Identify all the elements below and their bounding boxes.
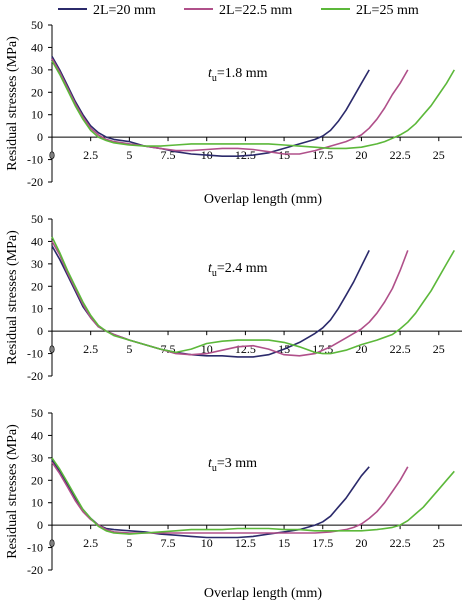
y-tick-label: -20 <box>27 563 43 577</box>
x-tick-label: 2.5 <box>83 536 98 550</box>
x-tick-label: 12.5 <box>235 536 256 550</box>
panel-label-main: t <box>208 261 213 276</box>
y-tick-label: 0 <box>37 130 43 144</box>
y-tick-label: 30 <box>31 257 43 271</box>
panel-label: tu=3 mm <box>208 456 257 474</box>
x-tick-label: 0 <box>49 342 55 356</box>
chart-panel-3: -20 -10 0 10 20 30 40 50 0 2.5 5 7.5 10 12.5 15 17.5 20 2… <box>5 406 462 601</box>
legend-label-2l-25: 2L=25 mm <box>356 3 419 18</box>
y-tick-label: 30 <box>31 63 43 77</box>
x-tick-label: 2.5 <box>83 148 98 162</box>
x-tick-label: 25 <box>433 342 445 356</box>
x-tick-label: 25 <box>433 536 445 550</box>
y-tick-label: -20 <box>27 175 43 189</box>
y-tick-label: 40 <box>31 40 43 54</box>
x-tick-label: 20 <box>355 536 367 550</box>
y-axis-label: Residual stresses (MPa) <box>5 36 20 171</box>
panel-label-main: t <box>208 456 213 471</box>
x-tick-label: 0 <box>49 536 55 550</box>
legend-label-2l-22-5: 2L=22.5 mm <box>219 3 292 18</box>
x-tick-label: 22.5 <box>390 148 411 162</box>
panel-label-rest: =1.8 mm <box>217 66 268 81</box>
x-tick-label: 7.5 <box>161 536 176 550</box>
y-tick-label: 20 <box>31 279 43 293</box>
x-tick-label: 2.5 <box>83 342 98 356</box>
series-line-2l-25-mm <box>51 236 455 355</box>
x-tick-label: 17.5 <box>312 148 333 162</box>
y-tick-label: -10 <box>27 541 43 555</box>
panel-label: tu=2.4 mm <box>208 261 268 279</box>
x-tick-label: 5 <box>126 342 132 356</box>
y-tick-label: 50 <box>31 212 43 226</box>
y-tick-label: 50 <box>31 406 43 420</box>
y-tick-label: -10 <box>27 347 43 361</box>
panel-label: tu=1.8 mm <box>208 66 268 84</box>
y-tick-label: 20 <box>31 85 43 99</box>
x-tick-label: 22.5 <box>390 536 411 550</box>
series-line-2l-22-5-mm <box>51 241 409 357</box>
x-axis-label: Overlap length (mm) <box>204 586 323 601</box>
y-tick-label: 10 <box>31 108 43 122</box>
x-tick-label: 15 <box>278 148 290 162</box>
panel-label-sub: u <box>212 463 217 474</box>
series-line-2l-25-mm <box>51 60 455 150</box>
y-tick-label: 0 <box>37 518 43 532</box>
x-tick-label: 10 <box>201 536 213 550</box>
y-tick-label: 10 <box>31 302 43 316</box>
y-tick-label: 30 <box>31 451 43 465</box>
series-line-2l-22-5-mm <box>51 58 409 155</box>
y-tick-label: 40 <box>31 234 43 248</box>
x-tick-label: 25 <box>433 148 445 162</box>
series-line-2l-25-mm <box>51 457 455 535</box>
y-tick-label: 40 <box>31 428 43 442</box>
x-tick-label: 0 <box>49 148 55 162</box>
y-tick-label: 10 <box>31 496 43 510</box>
series-line-2l-22-5-mm <box>51 461 409 534</box>
x-tick-label: 15 <box>278 536 290 550</box>
y-tick-label: -10 <box>27 153 43 167</box>
y-tick-label: 0 <box>37 324 43 338</box>
panel-label-main: t <box>208 66 213 81</box>
y-axis-label: Residual stresses (MPa) <box>5 230 20 365</box>
x-tick-label: 5 <box>126 148 132 162</box>
panel-label-sub: u <box>212 73 217 84</box>
x-tick-label: 12.5 <box>235 342 256 356</box>
y-axis-label: Residual stresses (MPa) <box>5 424 20 559</box>
y-tick-label: 20 <box>31 473 43 487</box>
panel-label-rest: =2.4 mm <box>217 261 268 276</box>
series-line-2l-20-mm <box>51 56 370 157</box>
x-tick-label: 5 <box>126 536 132 550</box>
x-tick-label: 17.5 <box>312 536 333 550</box>
y-tick-label: -20 <box>27 369 43 383</box>
x-tick-label: 22.5 <box>390 342 411 356</box>
x-tick-label: 20 <box>355 148 367 162</box>
panel-label-sub: u <box>212 268 217 279</box>
panel-label-rest: =3 mm <box>217 456 257 471</box>
legend-label-2l-20: 2L=20 mm <box>93 3 156 18</box>
legend: 2L=20 mm 2L=22.5 mm 2L=25 mm <box>58 3 419 18</box>
y-tick-label: 50 <box>31 18 43 32</box>
x-axis-label: Overlap length (mm) <box>204 192 323 207</box>
